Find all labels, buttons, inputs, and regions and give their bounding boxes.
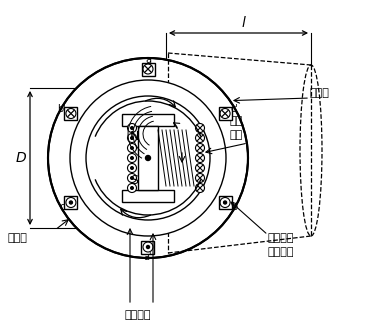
Circle shape xyxy=(127,183,136,192)
Text: b': b' xyxy=(58,105,66,115)
Text: 電機巻線
（導体）: 電機巻線 （導体） xyxy=(268,233,294,257)
Circle shape xyxy=(196,173,205,182)
Text: N: N xyxy=(129,130,139,143)
Circle shape xyxy=(131,137,133,139)
Circle shape xyxy=(147,245,149,248)
Circle shape xyxy=(70,80,226,236)
Circle shape xyxy=(196,183,205,192)
Circle shape xyxy=(131,187,133,189)
Circle shape xyxy=(48,58,248,258)
Circle shape xyxy=(127,154,136,163)
Text: 界磁
巻線: 界磁 巻線 xyxy=(230,117,243,140)
Circle shape xyxy=(146,156,150,161)
Circle shape xyxy=(196,144,205,153)
Text: 固定子: 固定子 xyxy=(310,88,330,98)
Circle shape xyxy=(224,201,227,204)
Circle shape xyxy=(131,167,133,169)
Polygon shape xyxy=(122,190,174,202)
Bar xyxy=(141,63,155,76)
Text: c': c' xyxy=(230,105,238,115)
Circle shape xyxy=(196,124,205,133)
Polygon shape xyxy=(122,114,174,126)
Circle shape xyxy=(127,134,136,143)
Text: l: l xyxy=(241,16,246,30)
Text: 回転方向: 回転方向 xyxy=(125,310,151,320)
Text: a': a' xyxy=(144,252,152,262)
Circle shape xyxy=(196,134,205,143)
Bar xyxy=(219,107,232,120)
Text: a: a xyxy=(145,55,151,65)
Circle shape xyxy=(69,201,72,204)
Text: S: S xyxy=(130,173,138,186)
Circle shape xyxy=(86,96,210,220)
Circle shape xyxy=(127,164,136,172)
Circle shape xyxy=(127,173,136,182)
Text: b: b xyxy=(231,201,237,211)
Circle shape xyxy=(131,147,133,149)
Bar xyxy=(64,107,77,120)
Bar xyxy=(219,196,232,209)
Bar xyxy=(138,126,158,190)
Circle shape xyxy=(131,127,133,129)
Circle shape xyxy=(127,144,136,153)
Circle shape xyxy=(196,154,205,163)
Circle shape xyxy=(127,124,136,133)
Bar xyxy=(64,196,77,209)
Text: D: D xyxy=(16,151,26,165)
Text: c: c xyxy=(59,201,64,211)
Text: 回転子: 回転子 xyxy=(8,233,28,243)
Circle shape xyxy=(131,177,133,179)
Bar xyxy=(141,240,155,253)
Circle shape xyxy=(131,157,133,159)
Circle shape xyxy=(196,164,205,172)
